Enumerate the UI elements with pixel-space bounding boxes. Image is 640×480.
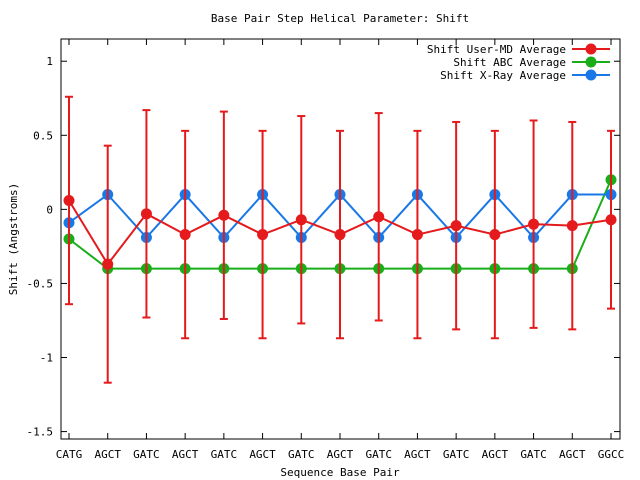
- chart-title: Base Pair Step Helical Parameter: Shift: [211, 12, 469, 25]
- x-tick-label: AGCT: [327, 448, 354, 461]
- y-tick-label: 1: [46, 55, 53, 68]
- x-tick-label: CATG: [56, 448, 83, 461]
- y-tick-label: 0: [46, 203, 53, 216]
- data-point: [102, 258, 114, 270]
- legend-label: Shift ABC Average: [453, 56, 566, 69]
- legend-swatch-marker: [585, 43, 597, 55]
- data-point: [218, 209, 230, 221]
- legend-label: Shift X-Ray Average: [440, 69, 566, 82]
- y-tick-label: 0.5: [33, 129, 53, 142]
- data-point: [373, 211, 385, 223]
- data-point: [411, 229, 423, 241]
- y-tick-label: -0.5: [27, 277, 54, 290]
- x-tick-label: GATC: [443, 448, 470, 461]
- data-point: [528, 218, 540, 230]
- x-tick-label: GATC: [365, 448, 392, 461]
- x-axis-label: Sequence Base Pair: [280, 466, 400, 479]
- legend-swatch-marker: [585, 56, 597, 68]
- series-layer: [63, 95, 617, 384]
- x-tick-label: GATC: [133, 448, 160, 461]
- x-tick-label: GATC: [288, 448, 315, 461]
- data-point: [63, 194, 75, 206]
- x-tick-label: AGCT: [94, 448, 121, 461]
- series-0: [63, 95, 617, 384]
- data-point: [179, 229, 191, 241]
- x-tick-label: GATC: [211, 448, 238, 461]
- data-point: [295, 214, 307, 226]
- data-point: [450, 220, 462, 232]
- x-tick-label: AGCT: [404, 448, 431, 461]
- x-tick-label: GGCC: [598, 448, 625, 461]
- x-tick-label: GATC: [520, 448, 547, 461]
- y-tick-label: -1: [40, 352, 53, 365]
- x-tick-label: AGCT: [249, 448, 276, 461]
- x-tick-label: AGCT: [559, 448, 586, 461]
- data-point: [566, 220, 578, 232]
- data-point: [605, 214, 617, 226]
- data-point: [257, 229, 269, 241]
- data-point: [140, 208, 152, 220]
- y-tick-label: -1.5: [27, 426, 54, 439]
- data-point: [334, 229, 346, 241]
- x-tick-label: AGCT: [172, 448, 199, 461]
- x-axis: CATG AGCT GATC AGCT GATC AGCT GATC AGCT GATC AGCT…: [56, 39, 625, 461]
- x-tick-label: AGCT: [482, 448, 509, 461]
- y-axis: 1 0.5 0 -0.5 -1 -1.5: [27, 55, 620, 439]
- y-axis-label: Shift (Angstroms): [7, 183, 20, 296]
- legend-swatch-marker: [585, 69, 597, 81]
- legend-label: Shift User-MD Average: [427, 43, 566, 56]
- data-point: [489, 229, 501, 241]
